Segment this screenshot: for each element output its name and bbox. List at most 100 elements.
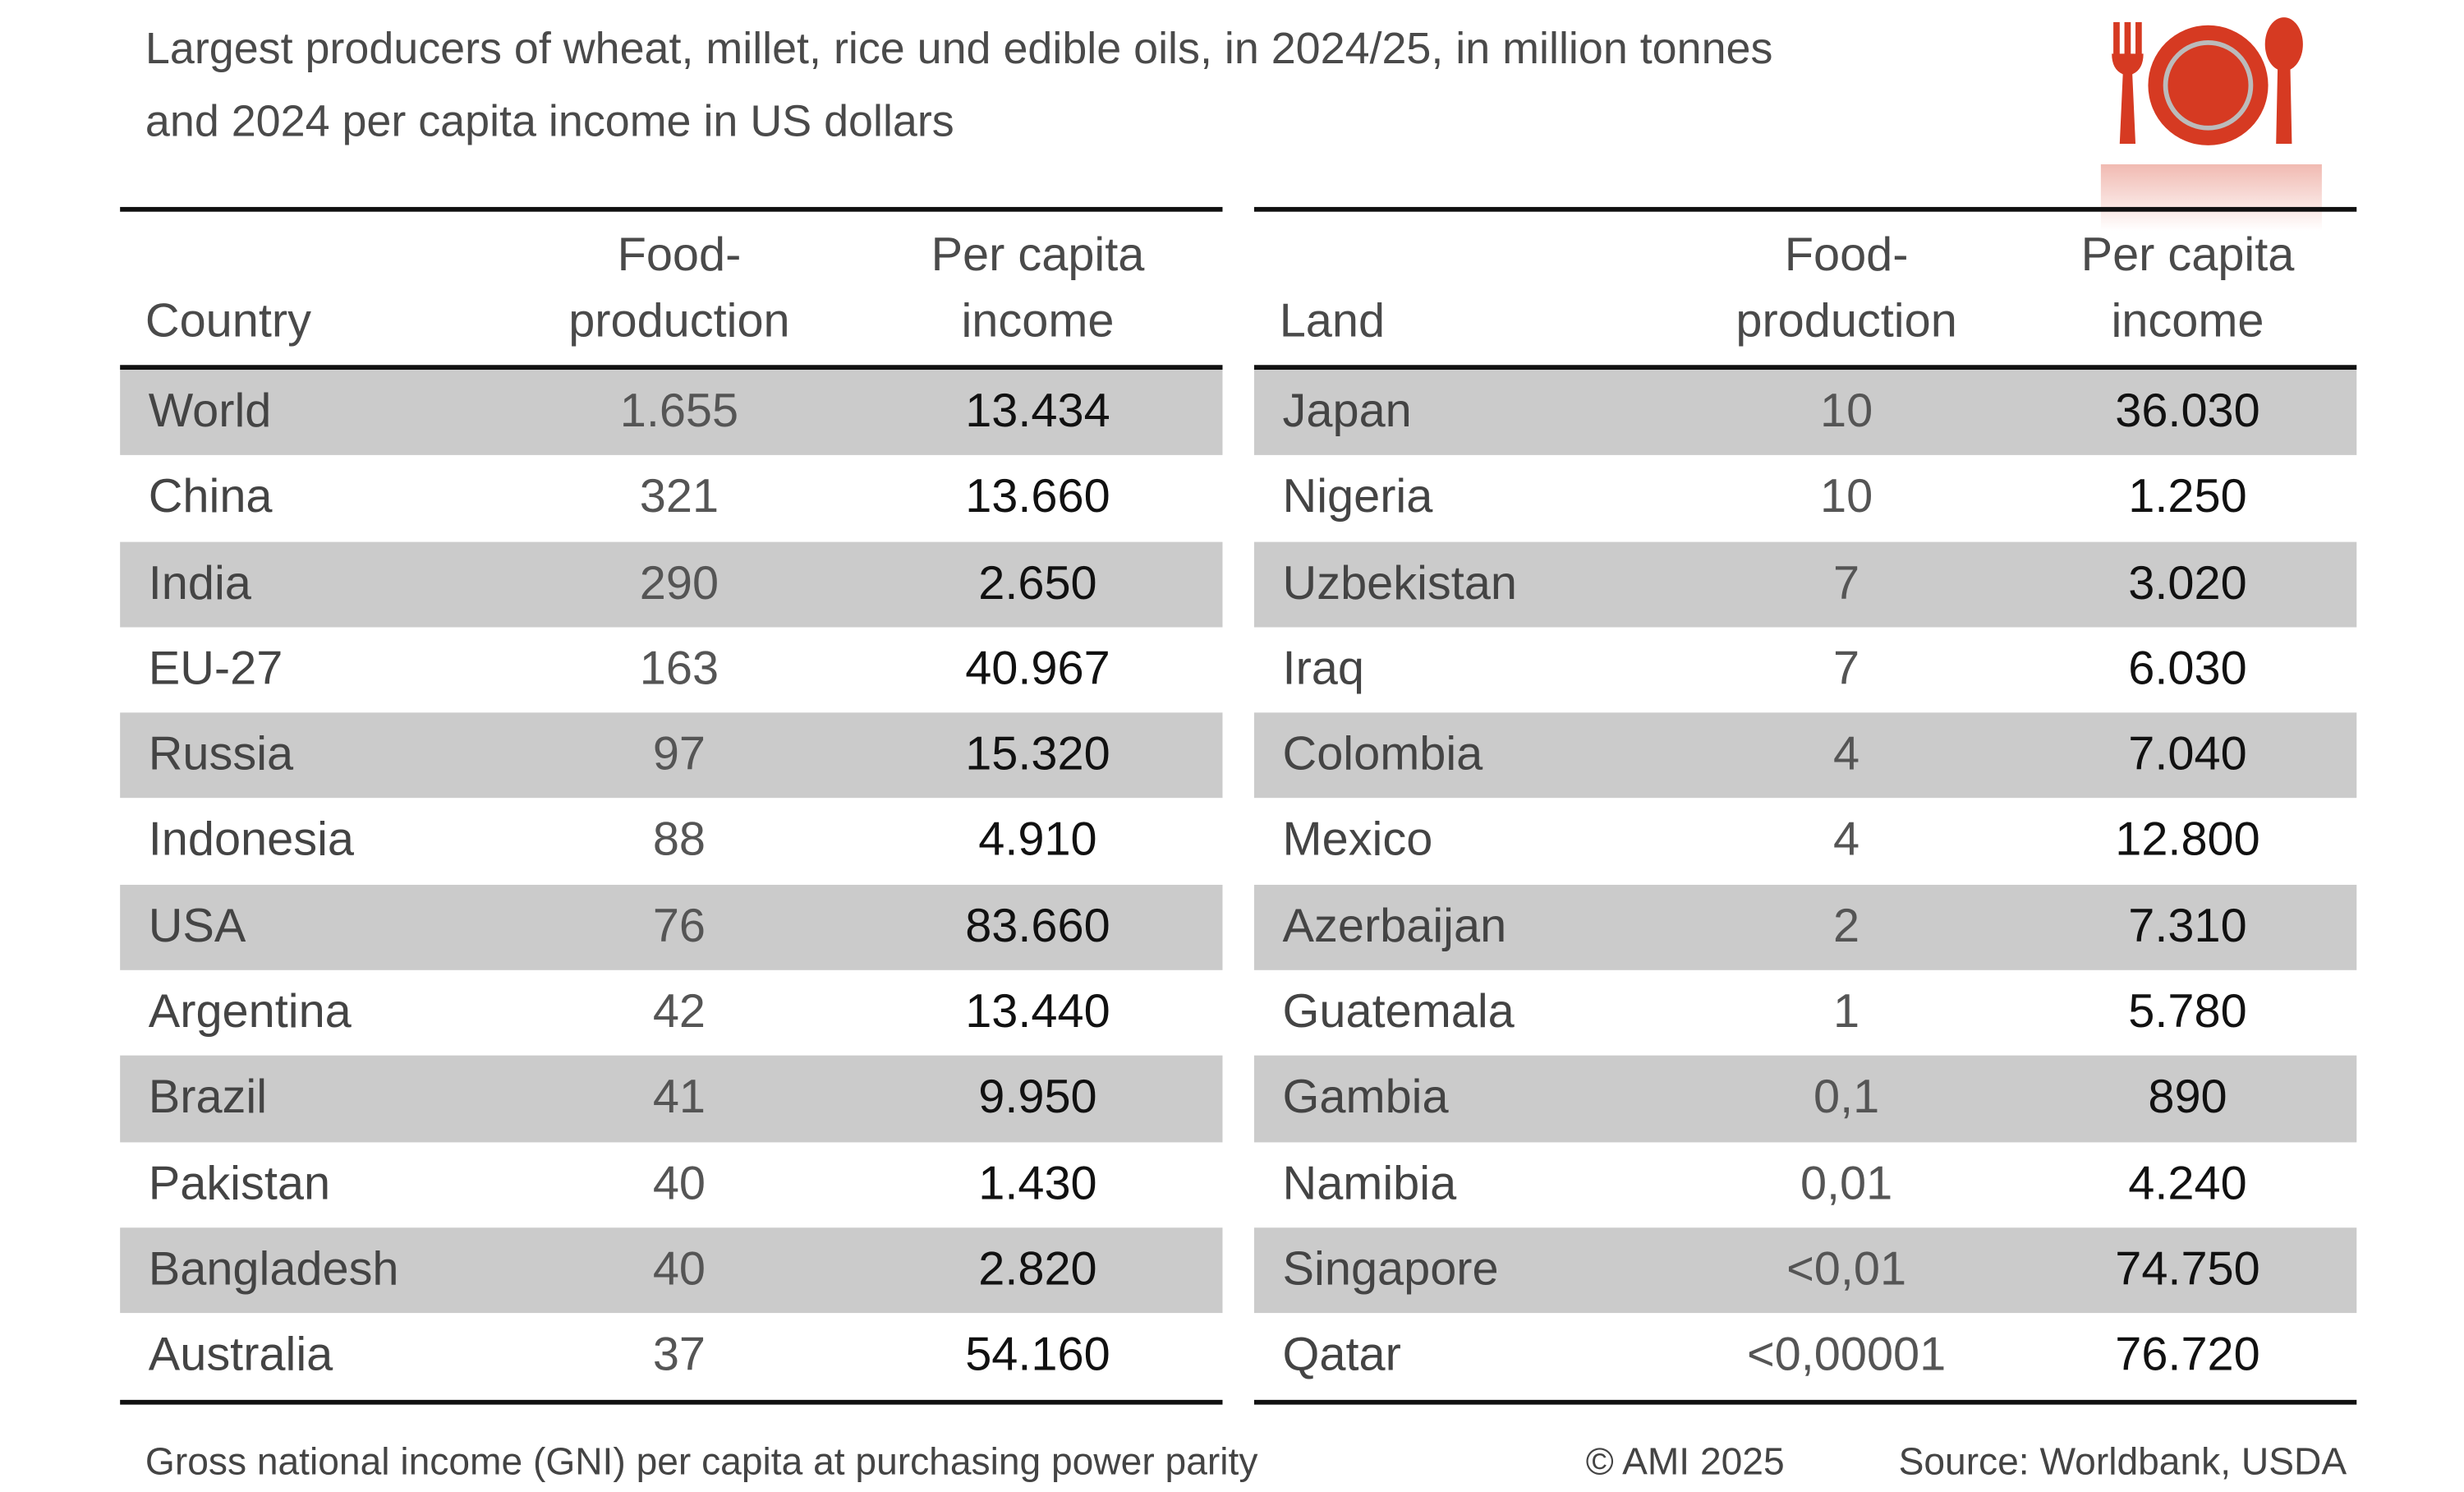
per-capita-income-value: 13.660 bbox=[965, 471, 1110, 524]
food-production-value: 41 bbox=[652, 1071, 706, 1125]
food-production-value: 37 bbox=[652, 1329, 706, 1382]
country-name: India bbox=[148, 557, 251, 610]
food-production-value: <0,00001 bbox=[1746, 1329, 1947, 1382]
per-capita-income-value: 2.820 bbox=[978, 1243, 1097, 1296]
food-production-value: 0,01 bbox=[1800, 1158, 1893, 1210]
per-capita-income-value: 12.800 bbox=[2115, 814, 2260, 867]
country-name: Iraq bbox=[1282, 642, 1364, 695]
title-line-2: and 2024 per capita income in US dollars bbox=[145, 96, 954, 145]
per-capita-income-value: 3.020 bbox=[2128, 557, 2247, 610]
food-production-value: <0,01 bbox=[1786, 1243, 1907, 1296]
copyright: © AMI 2025 bbox=[1585, 1440, 1785, 1484]
country-name: Azerbaijan bbox=[1282, 900, 1507, 953]
country-name: Mexico bbox=[1282, 814, 1433, 867]
per-capita-income-value: 74.750 bbox=[2115, 1243, 2260, 1296]
food-production-value: 2 bbox=[1833, 900, 1860, 953]
plate-fork-spoon-icon bbox=[2100, 17, 2322, 231]
food-production-value: 88 bbox=[652, 814, 706, 867]
header-text: Food- bbox=[617, 228, 742, 282]
header-per-capita-income: Per capita income bbox=[880, 223, 1196, 356]
header-text: income bbox=[961, 295, 1115, 348]
country-name: Colombia bbox=[1282, 728, 1483, 781]
per-capita-income-value: 4.240 bbox=[2128, 1158, 2247, 1210]
country-name: EU-27 bbox=[148, 642, 283, 695]
per-capita-income-value: 13.440 bbox=[965, 986, 1110, 1038]
country-name: Japan bbox=[1282, 385, 1412, 438]
per-capita-income-value: 7.310 bbox=[2128, 900, 2247, 953]
header-food-production: Food-production bbox=[1689, 223, 2005, 356]
footnote: Gross national income (GNI) per capita a… bbox=[145, 1440, 1258, 1484]
country-name: Gambia bbox=[1282, 1071, 1449, 1125]
table-row: Colombia 4 7.040 bbox=[1253, 712, 2357, 799]
country-name: World bbox=[148, 385, 272, 438]
table-row: Australia 37 54.160 bbox=[120, 1314, 1222, 1399]
country-name: Pakistan bbox=[148, 1158, 331, 1210]
per-capita-income-value: 1.430 bbox=[978, 1158, 1097, 1210]
table-row: Azerbaijan 2 7.310 bbox=[1253, 884, 2357, 970]
table-row: Nigeria 10 1.250 bbox=[1254, 455, 2356, 541]
table-row: USA 76 83.660 bbox=[120, 884, 1223, 970]
header-text: production bbox=[568, 295, 790, 348]
header-food-production: Food-production bbox=[522, 223, 838, 356]
country-name: Bangladesh bbox=[148, 1243, 399, 1296]
per-capita-income-value: 890 bbox=[2148, 1071, 2227, 1125]
table-row: Iraq 7 6.030 bbox=[1254, 627, 2356, 712]
per-capita-income-value: 9.950 bbox=[978, 1071, 1097, 1125]
left-table: Country Food-production Per capita income… bbox=[120, 206, 1223, 1404]
food-production-value: 0,1 bbox=[1813, 1071, 1880, 1125]
table-row: Uzbekistan 7 3.020 bbox=[1253, 541, 2357, 628]
per-capita-income-value: 15.320 bbox=[965, 728, 1110, 781]
table-header: Land Food-production Per capita income bbox=[1254, 212, 2356, 366]
food-production-value: 1.655 bbox=[619, 385, 739, 438]
header-text: income bbox=[2111, 295, 2264, 348]
food-production-value: 10 bbox=[1820, 471, 1873, 524]
per-capita-income-value: 36.030 bbox=[2115, 385, 2260, 438]
food-production-value: 42 bbox=[652, 986, 706, 1038]
per-capita-income-value: 76.720 bbox=[2115, 1329, 2260, 1382]
header-country: Country bbox=[145, 295, 311, 348]
per-capita-income-value: 13.434 bbox=[965, 385, 1110, 438]
country-name: Namibia bbox=[1282, 1158, 1457, 1210]
country-name: Singapore bbox=[1282, 1243, 1499, 1296]
per-capita-income-value: 54.160 bbox=[965, 1329, 1110, 1382]
table-row: China 321 13.660 bbox=[120, 455, 1222, 541]
table-row: Guatemala 1 5.780 bbox=[1254, 970, 2356, 1056]
table-row: Bangladesh 40 2.820 bbox=[120, 1227, 1223, 1314]
food-production-value: 40 bbox=[652, 1158, 706, 1210]
per-capita-income-value: 40.967 bbox=[965, 642, 1110, 695]
table-row: Mexico 4 12.800 bbox=[1254, 799, 2356, 884]
per-capita-income-value: 6.030 bbox=[2128, 642, 2247, 695]
per-capita-income-value: 7.040 bbox=[2128, 728, 2247, 781]
food-production-value: 290 bbox=[639, 557, 719, 610]
header-text: Per capita bbox=[931, 228, 1145, 282]
table-row: Namibia 0,01 4.240 bbox=[1254, 1142, 2356, 1227]
header-per-capita-income: Per capita income bbox=[2030, 223, 2346, 356]
header-text: Food- bbox=[1784, 228, 1909, 282]
right-table: Land Food-production Per capita income Ja… bbox=[1253, 206, 2357, 1404]
table-row: Japan 10 36.030 bbox=[1253, 370, 2357, 456]
table-row: Russia 97 15.320 bbox=[120, 712, 1223, 799]
table-row: World 1.655 13.434 bbox=[120, 370, 1223, 456]
top-rule bbox=[120, 206, 1223, 212]
food-production-value: 97 bbox=[652, 728, 706, 781]
header-land: Land bbox=[1279, 295, 1386, 348]
country-name: Australia bbox=[148, 1329, 333, 1382]
food-production-value: 76 bbox=[652, 900, 706, 953]
country-name: Qatar bbox=[1282, 1329, 1401, 1382]
table-row: Indonesia 88 4.910 bbox=[120, 799, 1222, 884]
table-row: Brazil 41 9.950 bbox=[120, 1056, 1223, 1142]
country-name: Guatemala bbox=[1282, 986, 1515, 1038]
per-capita-income-value: 4.910 bbox=[978, 814, 1097, 867]
table-row: EU-27 163 40.967 bbox=[120, 627, 1222, 712]
food-production-value: 7 bbox=[1833, 557, 1860, 610]
food-production-value: 4 bbox=[1833, 814, 1860, 867]
title-line-1: Largest producers of wheat, millet, rice… bbox=[145, 23, 1773, 73]
country-name: China bbox=[148, 471, 273, 524]
per-capita-income-value: 5.780 bbox=[2128, 986, 2247, 1038]
top-rule bbox=[1253, 206, 2357, 212]
bottom-rule bbox=[120, 1399, 1223, 1404]
food-production-value: 321 bbox=[639, 471, 719, 524]
country-name: USA bbox=[148, 900, 246, 953]
header-text: production bbox=[1735, 295, 1957, 348]
bottom-rule bbox=[1253, 1399, 2357, 1404]
